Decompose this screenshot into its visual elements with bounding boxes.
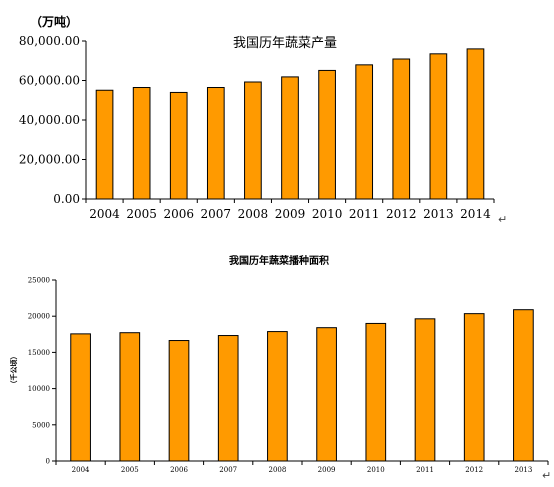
return-mark-2: ↵ [542, 469, 552, 482]
x-tick-label: 2009 [275, 207, 306, 221]
y-tick-label: 10000 [28, 385, 50, 393]
bar [119, 332, 141, 462]
y-tick-label: 25000 [28, 276, 50, 284]
bar [244, 81, 262, 200]
x-tick-label: 2005 [121, 466, 139, 474]
area-chart-svg: 我国历年蔬菜播种面积 （千公顷） 2004 2005 2006 2007 2008 200… [9, 254, 549, 474]
bar [217, 335, 239, 462]
bar [169, 91, 188, 200]
bar [267, 331, 288, 462]
y-tick-label: 5000 [32, 421, 50, 429]
bar [429, 53, 448, 200]
x-tick-label: 2010 [367, 466, 385, 474]
x-tick-label: 2008 [238, 207, 269, 221]
x-tick-label: 2005 [126, 207, 157, 221]
y-tick-label: 0 [46, 457, 50, 465]
bar [206, 87, 225, 200]
x-tick-label: 2006 [170, 466, 188, 474]
bar [414, 318, 436, 462]
x-tick-label: 2006 [163, 207, 194, 221]
y-tick-label: 20000 [28, 313, 50, 321]
x-tick-label: 2013 [514, 466, 532, 474]
bar [316, 327, 337, 462]
bar [168, 340, 190, 462]
area-x-ticks: 2004 2005 2006 2007 2008 2009 2010 2011 2012 2013 [55, 461, 549, 474]
bar [281, 76, 299, 200]
x-tick-label: 2011 [349, 207, 380, 221]
bar [355, 64, 374, 200]
production-chart-title: 我国历年蔬菜产量 [233, 36, 337, 51]
x-tick-label: 2004 [72, 466, 90, 474]
y-tick-label: 20,000.00 [19, 153, 80, 167]
bar [95, 89, 114, 200]
x-tick-label: 2004 [89, 207, 120, 221]
y-tick-label: 40,000.00 [19, 113, 80, 127]
y-tick-label: 0.00 [53, 192, 80, 206]
production-bars [95, 48, 485, 200]
production-chart-svg: （万吨） 我国历年蔬菜产量 2004 2005 2006 2007 2008 2009 20… [19, 14, 495, 221]
x-tick-label: 2008 [268, 466, 286, 474]
production-x-ticks: 2004 2005 2006 2007 2008 2009 2010 2011 2012 2013… [85, 199, 495, 221]
x-tick-label: 2012 [386, 207, 417, 221]
bar [132, 87, 151, 200]
production-y-ticks: 0.00 20,000.00 40,000.00 60,000.00 80,000.00 [19, 34, 86, 206]
area-y-ticks: 0 5000 10000 15000 20000 25000 [28, 276, 56, 465]
x-tick-label: 2009 [318, 466, 336, 474]
x-tick-label: 2010 [312, 207, 343, 221]
production-unit-label: （万吨） [30, 14, 78, 29]
area-chart-title: 我国历年蔬菜播种面积 [229, 254, 329, 267]
x-tick-label: 2007 [201, 207, 232, 221]
production-chart: （万吨） 我国历年蔬菜产量 2004 2005 2006 2007 2008 2009 20… [0, 0, 554, 240]
bar [466, 48, 485, 200]
x-tick-label: 2012 [465, 466, 483, 474]
bar [318, 69, 336, 200]
y-tick-label: 80,000.00 [19, 34, 80, 48]
x-tick-label: 2014 [460, 207, 491, 221]
y-tick-label: 15000 [28, 349, 50, 357]
area-chart: 我国历年蔬菜播种面积 （千公顷） 2004 2005 2006 2007 2008 200… [0, 248, 554, 487]
return-mark-1: ↵ [498, 213, 508, 226]
x-tick-label: 2007 [219, 466, 237, 474]
x-tick-label: 2011 [416, 466, 434, 474]
bar [513, 309, 534, 462]
bar [365, 322, 387, 462]
area-bars [70, 309, 534, 462]
y-tick-label: 60,000.00 [19, 74, 80, 88]
bar [463, 313, 485, 462]
bar [392, 58, 411, 200]
bar [70, 333, 91, 462]
x-tick-label: 2013 [423, 207, 454, 221]
area-y-axis-label: （千公顷） [9, 353, 18, 388]
